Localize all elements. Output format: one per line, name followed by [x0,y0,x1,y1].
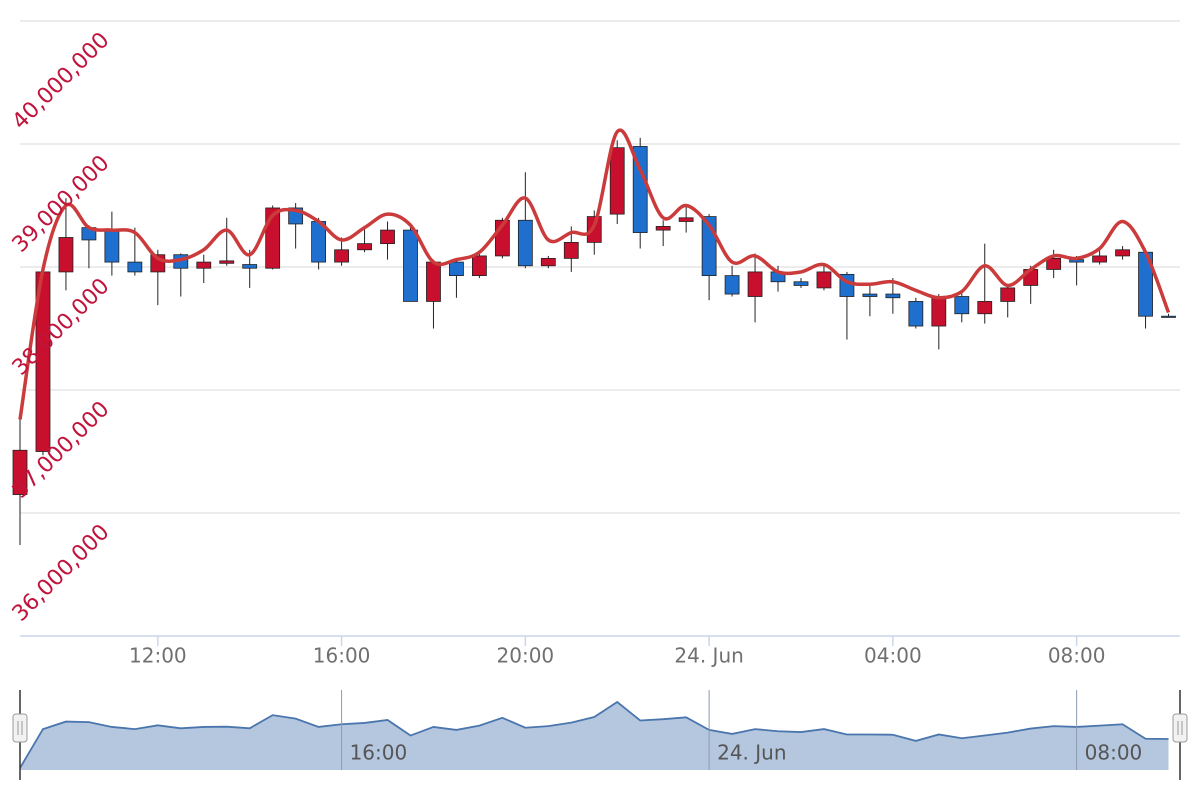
spline-line [18,128,1171,420]
candle-body [747,271,763,297]
candle-body [104,229,120,263]
navigator-line [19,700,1169,769]
candle-body [586,216,602,243]
candle-body [1115,249,1130,257]
navigator-tick-label: 16:00 [350,741,408,765]
x-tick-label: 12:00 [129,644,187,668]
candle-body [12,449,28,495]
candle-body [885,293,901,299]
candle-body [862,293,878,297]
candle-body [196,261,212,269]
candle-body [816,271,832,289]
candle-body [219,260,235,264]
candle-body [724,275,740,295]
candle-body [609,147,625,215]
navigator: 16:00 24. Jun 08:00 [19,690,1181,780]
navigator-handles[interactable] [12,713,1188,743]
candle-body [426,261,441,302]
candle-body [1046,257,1062,270]
x-tick-label: 08:00 [1048,644,1106,668]
y-tick-label: 38,000,000 [8,274,115,381]
candle-body [517,219,533,267]
candle-body [954,296,970,315]
y-tick-label: 36,000,000 [8,520,115,627]
candle-body [334,249,349,263]
candle-body [1092,255,1108,263]
candle-body [472,255,487,277]
navigator-tick-label: 24. Jun [717,741,786,765]
navigator-tick-label: 08:00 [1085,741,1143,765]
candle-body [1161,315,1176,318]
grid [20,20,1180,646]
x-tick-label: 20:00 [497,644,555,668]
plot [12,128,1176,545]
candle-body [793,281,809,286]
candle-body [127,261,143,273]
candle-body [678,217,694,222]
x-tick-label: 04:00 [864,644,922,668]
candle-body [931,296,947,327]
candle-body [403,229,418,302]
candle-body [357,243,372,251]
candle-body [655,226,671,231]
candle-body [977,301,993,315]
left-handle[interactable] [12,713,28,743]
right-handle[interactable] [1172,713,1188,743]
candle-body [380,229,395,245]
candle-body [242,264,258,269]
x-tick-label: 24. Jun [674,644,743,668]
candle-body [540,257,556,267]
y-tick-label: 40,000,000 [8,28,115,135]
candle-body [58,237,74,273]
candle-body [449,261,464,277]
candle-body [1000,287,1016,302]
candle-body [908,301,924,327]
candle-body [563,241,579,259]
x-tick-label: 16:00 [313,644,371,668]
navigator-area [20,702,1169,770]
